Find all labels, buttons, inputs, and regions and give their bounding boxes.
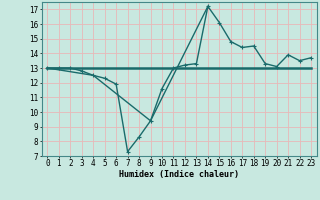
X-axis label: Humidex (Indice chaleur): Humidex (Indice chaleur) (119, 170, 239, 179)
